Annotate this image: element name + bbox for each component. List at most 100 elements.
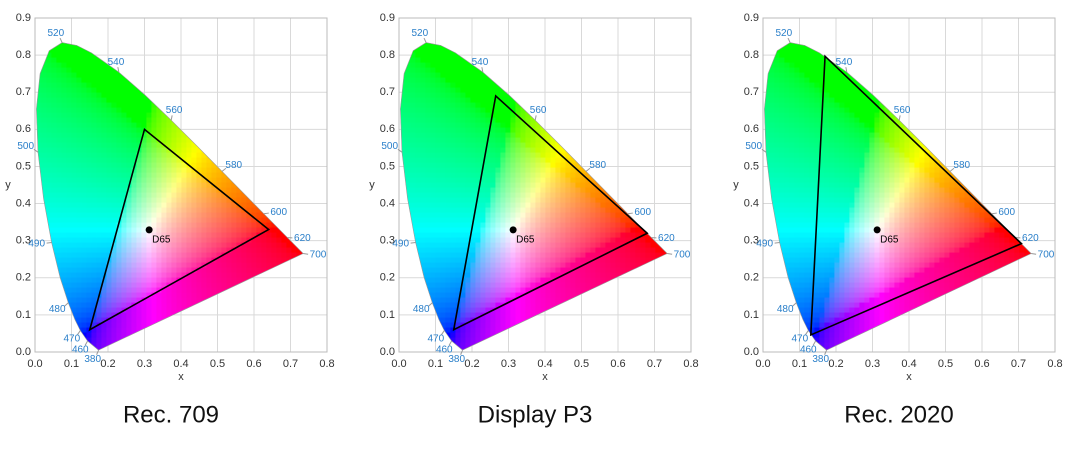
color-cell [151,142,158,149]
color-cell [101,242,108,249]
color-cell [425,92,432,99]
color-cell [480,142,487,149]
color-cell [206,252,213,259]
color-cell [56,222,63,229]
color-cell [136,337,143,344]
color-cell [196,217,203,224]
color-cell [101,287,108,294]
color-cell [286,47,293,54]
wavelength-label: 520 [47,28,64,39]
color-cell [181,332,188,339]
color-cell [276,307,283,314]
color-cell [96,137,103,144]
color-cell [460,217,467,224]
color-cell [246,162,253,169]
color-cell [435,162,442,169]
wavelength-tick [117,67,120,73]
color-cell [271,137,278,144]
color-cell [470,147,477,154]
color-cell [51,342,58,349]
color-cell [266,82,273,89]
color-cell [296,162,303,169]
color-cell [291,242,298,249]
color-cell [161,297,168,304]
color-cell [141,137,148,144]
color-cell [400,282,402,289]
color-cell [86,322,93,329]
color-cell [96,162,103,169]
color-cell [156,77,163,84]
color-cell [131,172,138,179]
color-cell [445,327,452,334]
color-cell [475,107,482,114]
color-cell [445,177,452,184]
color-cell [261,267,268,274]
color-cell [301,102,304,109]
color-cell [66,42,73,49]
color-cell [36,92,38,99]
color-cell [151,177,158,184]
color-cell [166,142,173,149]
color-cell [206,57,213,64]
color-cell [141,172,148,179]
color-cell [161,262,168,269]
color-cell [261,182,268,189]
color-cell [415,227,422,234]
color-cell [301,337,304,344]
color-cell [430,287,437,294]
color-cell [186,187,193,194]
color-cell [91,252,98,259]
color-cell [281,97,288,104]
color-cell [86,222,93,229]
color-cell [261,62,268,69]
color-cell [66,232,73,239]
color-cell [236,302,243,309]
color-cell [281,242,288,249]
color-cell [400,267,402,274]
color-cell [201,107,208,114]
color-cell [36,327,43,334]
color-cell [470,252,477,259]
color-cell [81,122,88,129]
color-cell [126,127,133,134]
color-cell [206,77,213,84]
color-cell [86,282,93,289]
color-cell [266,297,273,304]
color-cell [176,252,183,259]
color-cell [430,197,437,204]
color-cell [161,207,168,214]
color-cell [445,267,452,274]
color-cell [430,62,437,69]
color-cell [306,293,312,299]
color-cell [121,217,128,224]
color-cell [146,312,153,319]
color-cell [186,142,193,149]
color-cell [201,147,208,154]
color-cell [465,67,472,74]
color-cell [470,77,477,84]
color-cell [495,67,502,74]
color-cell [276,97,283,104]
color-cell [186,112,193,119]
color-cell [410,187,417,194]
color-cell [211,127,218,134]
color-cell [86,212,93,219]
color-cell [430,102,437,109]
y-tick-label: 0.5 [380,160,395,172]
color-cell [116,257,123,264]
color-cell [151,172,158,179]
color-cell [221,137,228,144]
color-cell [196,232,203,239]
x-tick-label: 0.8 [319,358,334,370]
color-cell [271,57,278,64]
color-cell [111,322,118,329]
color-cell [181,197,188,204]
color-cell [86,312,93,319]
color-cell [86,62,93,69]
color-cell [475,102,482,109]
color-cell [410,112,417,119]
color-cell [166,262,173,269]
color-cell [51,47,58,54]
color-cell [296,267,303,274]
color-cell [281,167,288,174]
